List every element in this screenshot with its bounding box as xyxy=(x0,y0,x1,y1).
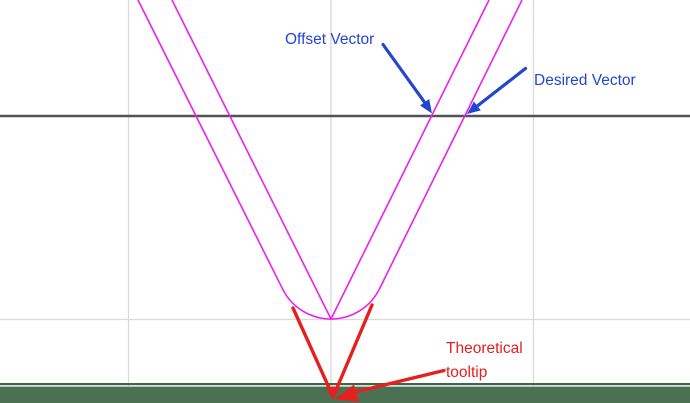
tooltip-annotation-line-left xyxy=(291,306,333,393)
tooltip-annotation-arrowhead-down xyxy=(325,386,341,401)
theoretical-tooltip-label-line2: tooltip xyxy=(446,363,488,381)
tooltip-pointer-arrowhead xyxy=(335,384,359,402)
theoretical-tooltip-label-line1: Theoretical xyxy=(446,340,523,357)
tooltip-annotation-line-right xyxy=(334,303,374,391)
desired-vector-arrowhead xyxy=(467,101,481,114)
desired-vector-label: Desired Vector xyxy=(534,72,636,89)
offset-vector-label: Offset Vector xyxy=(285,31,375,48)
desired-vector-arrow xyxy=(475,66,528,108)
offset-vector-arrowhead xyxy=(420,99,432,114)
offset-vector-arrow xyxy=(381,42,427,104)
theoretical-tooltip-label: Theoretical tooltip xyxy=(446,337,523,384)
offset-vector-path xyxy=(171,0,490,320)
tooltip-pointer-line xyxy=(351,368,446,395)
surface-top-edge-line xyxy=(0,383,690,386)
